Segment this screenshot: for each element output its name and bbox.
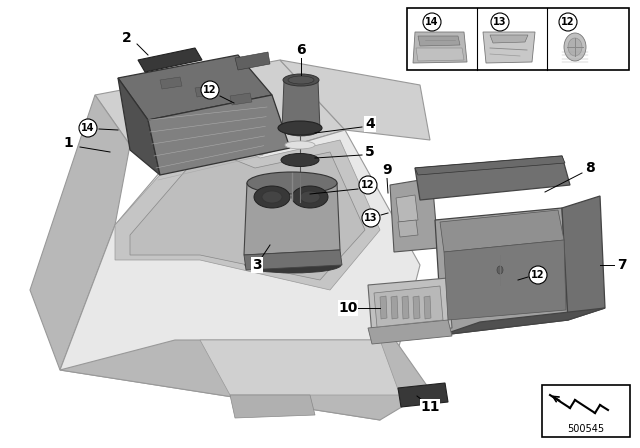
Text: 7: 7 (617, 258, 627, 272)
Polygon shape (444, 240, 566, 320)
Polygon shape (200, 340, 400, 395)
Text: 10: 10 (339, 301, 358, 315)
Polygon shape (440, 210, 564, 252)
Circle shape (201, 81, 219, 99)
Polygon shape (380, 296, 387, 319)
Circle shape (362, 209, 380, 227)
Polygon shape (483, 32, 535, 63)
Polygon shape (148, 95, 290, 175)
Ellipse shape (300, 191, 320, 203)
Polygon shape (282, 80, 320, 130)
Polygon shape (30, 95, 130, 370)
Text: 5: 5 (365, 145, 375, 159)
Ellipse shape (288, 76, 314, 84)
Text: 2: 2 (122, 31, 132, 45)
Ellipse shape (245, 257, 341, 273)
Polygon shape (60, 125, 420, 420)
Ellipse shape (564, 33, 586, 61)
Polygon shape (391, 296, 398, 319)
Polygon shape (418, 36, 460, 46)
Ellipse shape (285, 141, 315, 149)
Polygon shape (435, 208, 568, 335)
Polygon shape (115, 130, 380, 290)
Polygon shape (398, 383, 448, 407)
Circle shape (79, 119, 97, 137)
Circle shape (559, 13, 577, 31)
Polygon shape (130, 148, 365, 280)
Ellipse shape (292, 186, 328, 208)
Polygon shape (235, 52, 270, 70)
Text: 8: 8 (585, 161, 595, 175)
Circle shape (423, 13, 441, 31)
Polygon shape (230, 395, 315, 418)
Polygon shape (160, 77, 182, 89)
Ellipse shape (278, 121, 322, 135)
Text: 9: 9 (382, 163, 392, 177)
Polygon shape (244, 250, 342, 270)
Ellipse shape (568, 38, 582, 56)
Polygon shape (416, 48, 464, 61)
FancyBboxPatch shape (542, 385, 630, 437)
Polygon shape (490, 35, 528, 43)
Text: 500545: 500545 (568, 424, 605, 434)
Polygon shape (562, 196, 605, 320)
Polygon shape (60, 340, 430, 420)
Polygon shape (402, 296, 409, 319)
Text: 11: 11 (420, 400, 440, 414)
Ellipse shape (247, 172, 337, 194)
Polygon shape (95, 60, 345, 155)
Text: 12: 12 (561, 17, 575, 27)
Polygon shape (415, 156, 565, 175)
Polygon shape (442, 308, 605, 335)
Text: 13: 13 (493, 17, 507, 27)
Polygon shape (390, 178, 438, 252)
Ellipse shape (254, 186, 290, 208)
Ellipse shape (283, 74, 319, 86)
Text: 4: 4 (365, 117, 375, 131)
Polygon shape (118, 78, 160, 175)
Text: 12: 12 (204, 85, 217, 95)
Circle shape (359, 176, 377, 194)
Text: 1: 1 (63, 136, 73, 150)
Polygon shape (368, 278, 452, 336)
Polygon shape (230, 93, 252, 105)
Text: 6: 6 (296, 43, 306, 57)
Ellipse shape (497, 266, 503, 274)
Circle shape (491, 13, 509, 31)
Polygon shape (415, 156, 570, 200)
Text: 14: 14 (81, 123, 95, 133)
Ellipse shape (281, 154, 319, 167)
Text: 12: 12 (531, 270, 545, 280)
Ellipse shape (283, 124, 319, 136)
Ellipse shape (262, 191, 282, 203)
Polygon shape (138, 48, 202, 72)
Text: 13: 13 (364, 213, 378, 223)
Polygon shape (413, 32, 467, 63)
Polygon shape (368, 320, 452, 344)
Text: 14: 14 (425, 17, 439, 27)
Polygon shape (374, 286, 443, 327)
Polygon shape (195, 85, 217, 97)
Text: 12: 12 (361, 180, 375, 190)
Polygon shape (424, 296, 431, 319)
Polygon shape (398, 220, 418, 237)
FancyBboxPatch shape (407, 8, 629, 70)
Polygon shape (396, 195, 418, 222)
Circle shape (529, 266, 547, 284)
Polygon shape (413, 296, 420, 319)
Polygon shape (118, 55, 272, 120)
Polygon shape (280, 60, 430, 140)
Text: 3: 3 (252, 258, 262, 272)
Polygon shape (244, 183, 340, 255)
